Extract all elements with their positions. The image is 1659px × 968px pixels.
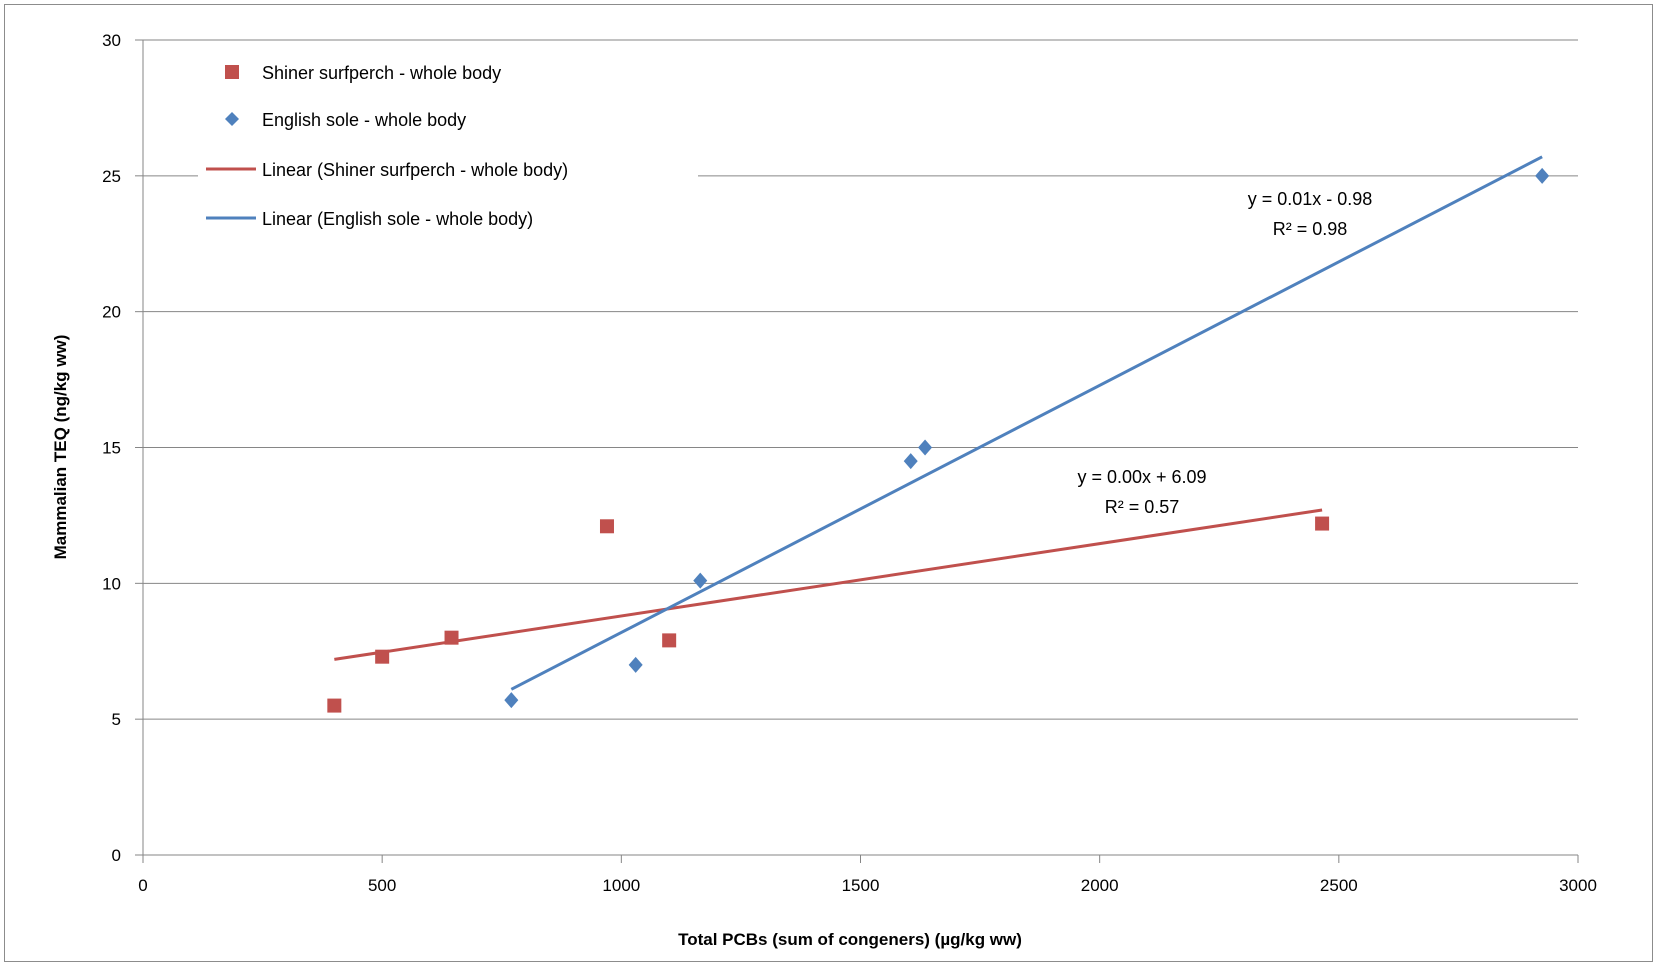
data-point-square xyxy=(599,519,614,534)
y-axis-title: Mammalian TEQ (ng/kg ww) xyxy=(51,335,70,560)
data-point-square xyxy=(327,698,342,713)
trendline xyxy=(334,508,1323,661)
x-tick-label: 0 xyxy=(138,876,147,895)
legend: Shiner surfperch - whole body English so… xyxy=(198,56,698,246)
legend-background xyxy=(198,56,698,246)
y-tick-labels: 0 5 10 15 20 25 30 xyxy=(102,31,143,865)
data-point-square xyxy=(375,649,390,664)
trendline xyxy=(510,155,1543,691)
legend-square-marker-icon xyxy=(225,65,239,79)
y-tick-label: 25 xyxy=(102,167,121,186)
legend-label-sole: English sole - whole body xyxy=(262,110,466,130)
legend-label-sole-trend: Linear (English sole - whole body) xyxy=(262,209,533,229)
shiner-r-squared: R² = 0.57 xyxy=(1105,497,1180,517)
y-tick-label: 0 xyxy=(112,846,121,865)
data-point-diamond xyxy=(693,572,708,589)
data-points xyxy=(327,167,1550,713)
data-point-square xyxy=(662,633,677,648)
x-tick-label: 500 xyxy=(368,876,396,895)
x-tick-label: 3000 xyxy=(1559,876,1597,895)
x-tick-label: 2000 xyxy=(1081,876,1119,895)
x-tick-label: 1500 xyxy=(842,876,880,895)
x-tick-labels: 0 500 1000 1500 2000 2500 3000 xyxy=(138,855,1597,895)
legend-label-shiner: Shiner surfperch - whole body xyxy=(262,63,501,83)
y-tick-label: 20 xyxy=(102,303,121,322)
data-point-square xyxy=(444,630,459,645)
sole-equation: y = 0.01x - 0.98 xyxy=(1248,189,1373,209)
data-point-diamond xyxy=(628,656,643,673)
data-point-diamond xyxy=(1535,167,1550,184)
y-tick-label: 30 xyxy=(102,31,121,50)
y-tick-label: 10 xyxy=(102,574,121,593)
trendlines xyxy=(334,155,1543,691)
legend-diamond-marker-icon xyxy=(225,112,239,126)
x-tick-label: 2500 xyxy=(1320,876,1358,895)
data-point-diamond xyxy=(504,692,519,709)
x-axis-title: Total PCBs (sum of congeners) (µg/kg ww) xyxy=(678,930,1022,949)
data-point-diamond xyxy=(903,453,918,470)
x-tick-label: 1000 xyxy=(602,876,640,895)
y-tick-label: 15 xyxy=(102,439,121,458)
legend-label-shiner-trend: Linear (Shiner surfperch - whole body) xyxy=(262,160,568,180)
data-point-square xyxy=(1315,516,1330,531)
data-point-diamond xyxy=(918,439,933,456)
trendline-equations: y = 0.01x - 0.98 R² = 0.98 y = 0.00x + 6… xyxy=(1077,189,1372,517)
sole-r-squared: R² = 0.98 xyxy=(1273,219,1348,239)
y-tick-label: 5 xyxy=(112,710,121,729)
shiner-equation: y = 0.00x + 6.09 xyxy=(1077,467,1206,487)
